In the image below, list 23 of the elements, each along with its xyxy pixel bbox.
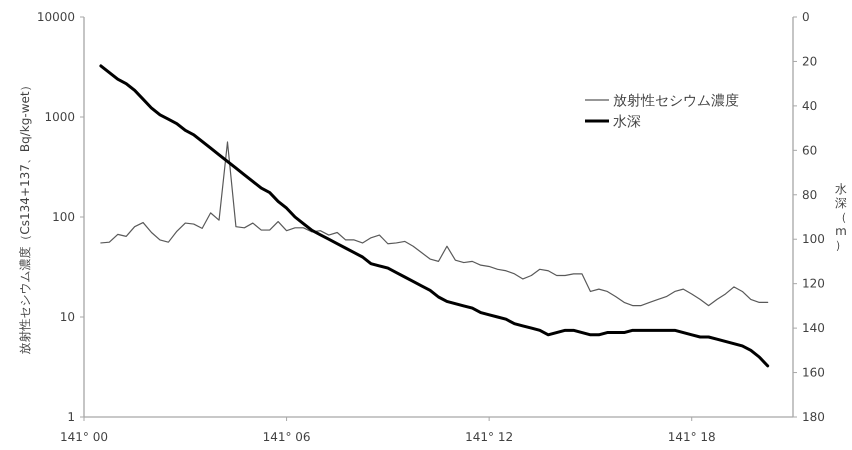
y2-axis-title: 水深（m） — [835, 182, 847, 252]
y2-tick-label: 60 — [802, 143, 818, 158]
y-tick-label: 10 — [60, 310, 75, 324]
x-tick-label: 141° 18 — [668, 430, 716, 444]
x-tick-label: 141° 00 — [60, 430, 108, 444]
y2-tick-label: 80 — [802, 188, 818, 202]
y-tick-label: 10000 — [36, 10, 75, 24]
y-tick-label: 1 — [67, 410, 75, 424]
y2-tick-label: 140 — [802, 321, 825, 336]
y2-tick-label: 20 — [802, 54, 818, 68]
y2-tick-label: 40 — [802, 98, 818, 113]
y-tick-label: 100 — [52, 210, 75, 224]
y2-tick-label: 100 — [802, 232, 825, 246]
x-tick-label: 141° 12 — [465, 430, 514, 444]
y2-tick-label: 0 — [802, 10, 810, 24]
y2-tick-label: 160 — [802, 366, 825, 380]
y2-tick-label: 180 — [802, 410, 825, 424]
y-tick-label: 1000 — [44, 110, 75, 124]
y2-tick-label: 120 — [802, 276, 825, 291]
y-axis-title: 放射性セシウム濃度（Cs134+137、Bq/kg-wet） — [18, 79, 32, 355]
x-tick-label: 141° 06 — [262, 430, 311, 444]
legend-label: 水深 — [613, 114, 641, 130]
legend-label: 放射性セシウム濃度 — [613, 93, 739, 109]
